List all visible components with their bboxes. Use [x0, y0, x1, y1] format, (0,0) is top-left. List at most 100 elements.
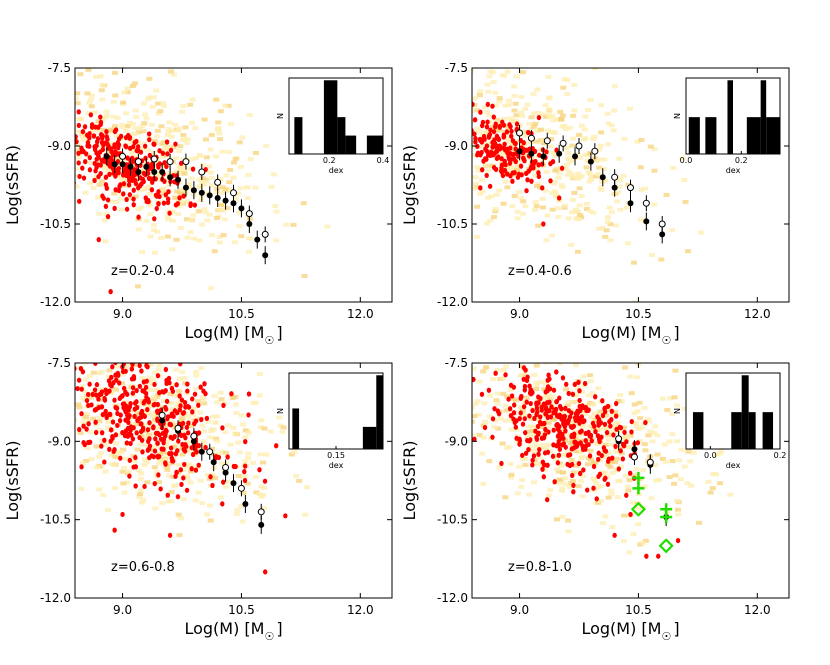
density-cell: [227, 442, 234, 447]
galaxy-point: [148, 176, 154, 182]
galaxy-point: [472, 436, 477, 442]
density-cell: [495, 426, 502, 431]
galaxy-point: [584, 443, 589, 449]
density-cell: [571, 83, 578, 88]
x-tick-label: 9.0: [113, 307, 132, 321]
galaxy-point: [555, 460, 561, 466]
density-cell: [244, 185, 251, 190]
density-cell: [519, 113, 526, 118]
density-cell: [256, 492, 263, 497]
density-cell: [451, 379, 457, 383]
density-cell: [481, 105, 488, 110]
density-cell: [527, 444, 534, 449]
density-cell: [179, 109, 186, 114]
density-cell: [87, 160, 94, 165]
density-cell: [120, 177, 127, 182]
density-cell: [673, 403, 680, 408]
density-cell: [104, 425, 111, 430]
plot-area: [8, 47, 331, 295]
density-cell: [553, 117, 560, 122]
density-cell: [483, 221, 490, 226]
density-cell: [569, 197, 576, 202]
density-cell: [184, 414, 191, 419]
density-cell: [167, 47, 173, 51]
density-cell: [687, 459, 694, 464]
density-cell: [472, 119, 474, 124]
galaxy-point: [565, 461, 570, 467]
density-cell: [140, 497, 147, 502]
density-cell: [484, 109, 491, 114]
density-cell: [508, 337, 514, 341]
density-cell: [195, 490, 202, 495]
galaxy-point: [597, 435, 602, 441]
galaxy-point: [113, 187, 118, 193]
galaxy-point: [527, 413, 532, 419]
density-cell: [75, 402, 82, 407]
density-cell: [718, 449, 725, 454]
density-cell: [94, 195, 101, 200]
density-cell: [455, 411, 461, 415]
galaxy-point: [541, 474, 547, 480]
density-cell: [177, 225, 184, 230]
galaxy-point: [229, 391, 234, 397]
density-cell: [672, 473, 679, 478]
galaxy-point: [185, 381, 190, 387]
density-cell: [486, 414, 493, 419]
density-cell: [513, 113, 520, 118]
density-cell: [75, 380, 76, 385]
density-cell: [568, 480, 575, 485]
density-cell: [543, 445, 550, 450]
binned-open-point: [222, 463, 230, 471]
density-cell: [550, 130, 557, 135]
density-cell: [137, 402, 144, 407]
density-cell: [119, 125, 126, 130]
density-cell: [556, 356, 562, 360]
inset-y-label: N: [276, 408, 285, 414]
density-cell: [622, 474, 629, 479]
density-cell: [495, 127, 502, 132]
density-cell: [492, 103, 499, 108]
galaxy-point: [161, 200, 167, 206]
galaxy-point: [536, 162, 541, 168]
density-cell: [153, 444, 160, 449]
density-cell: [179, 370, 186, 375]
density-cell: [181, 375, 188, 380]
galaxy-point: [99, 404, 105, 410]
galaxy-point: [508, 413, 514, 419]
density-cell: [60, 182, 66, 186]
galaxy-point: [570, 391, 576, 397]
galaxy-point: [603, 475, 608, 481]
binned-filled-point: [167, 174, 174, 181]
density-cell: [146, 381, 153, 386]
density-cell: [75, 184, 80, 189]
density-cell: [541, 387, 548, 392]
density-cell: [112, 124, 119, 129]
galaxy-point: [112, 142, 117, 148]
density-cell: [23, 103, 29, 107]
galaxy-point: [221, 479, 226, 485]
density-cell: [583, 165, 590, 170]
density-cell: [545, 111, 552, 116]
galaxy-point: [571, 482, 576, 488]
density-cell: [500, 391, 507, 396]
density-cell: [613, 223, 620, 228]
density-cell: [164, 451, 171, 456]
density-cell: [232, 431, 239, 436]
density-cell: [8, 96, 14, 100]
density-cell: [585, 170, 592, 175]
density-cell: [110, 99, 117, 104]
galaxy-point: [567, 414, 573, 420]
density-cell: [140, 129, 147, 134]
galaxy-point: [145, 406, 150, 413]
density-cell: [639, 540, 646, 545]
density-cell: [239, 519, 246, 524]
density-cell: [612, 410, 619, 415]
density-cell: [186, 445, 193, 450]
density-cell: [215, 120, 222, 125]
density-cell: [506, 60, 512, 64]
density-cell: [587, 400, 594, 405]
density-cell: [485, 168, 492, 173]
density-cell: [79, 133, 86, 138]
density-cell: [600, 521, 607, 526]
density-cell: [557, 478, 564, 483]
